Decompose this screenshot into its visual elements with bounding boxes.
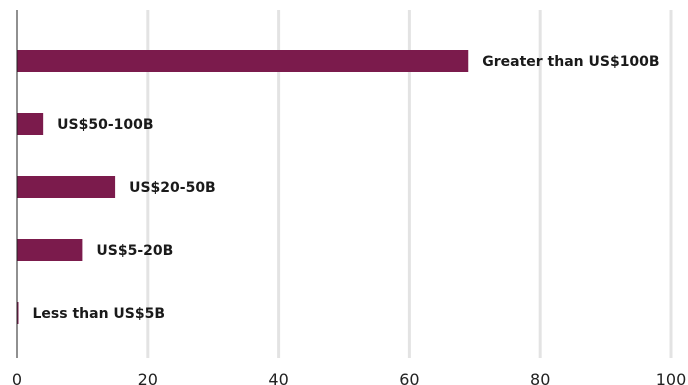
x-tick-label: 0: [12, 370, 22, 385]
x-tick-label: 80: [530, 370, 550, 385]
x-tick-label: 100: [656, 370, 687, 385]
bar-label: Less than US$5B: [33, 306, 166, 322]
x-tick-label: 40: [268, 370, 288, 385]
bar: [17, 50, 469, 72]
bar-label: US$20-50B: [129, 180, 216, 196]
bar-label: US$50-100B: [57, 117, 153, 133]
x-tick-label: 60: [399, 370, 419, 385]
bar: [17, 176, 116, 198]
bar-label: Greater than US$100B: [482, 54, 659, 70]
bar-labels: Greater than US$100B US$50-100B US$20-50B U…: [33, 54, 660, 322]
bar: [17, 302, 19, 324]
x-tick-labels: 0 20 40 60 80 100: [12, 370, 686, 385]
bar: [17, 113, 44, 135]
bar-label: US$5-20B: [96, 243, 173, 259]
bar: [17, 239, 83, 261]
x-tick-label: 20: [138, 370, 158, 385]
bars: [17, 50, 469, 324]
